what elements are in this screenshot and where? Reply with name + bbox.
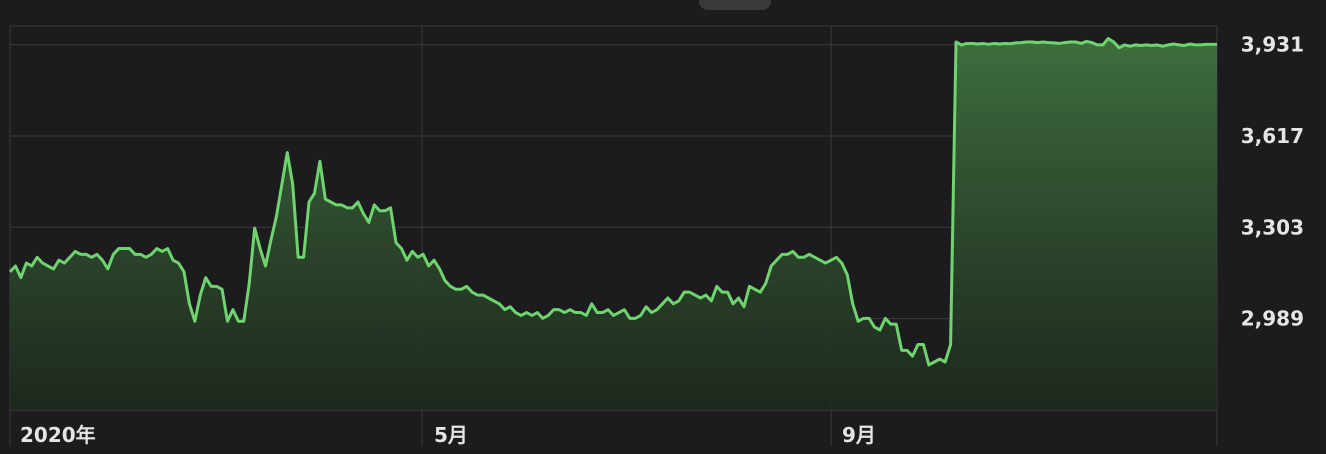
area-fill: [10, 38, 1217, 410]
y-tick-label: 3,931: [1241, 33, 1304, 57]
x-axis-labels: 2020年 5月 9月: [20, 423, 876, 447]
x-tick-label: 9月: [842, 423, 876, 447]
x-tick-label: 2020年: [20, 423, 96, 447]
y-tick-label: 3,303: [1241, 215, 1304, 239]
price-line: [8, 37, 1217, 367]
top-drag-handle[interactable]: [699, 0, 771, 10]
y-tick-label: 3,617: [1241, 124, 1304, 148]
y-tick-label: 2,989: [1241, 307, 1304, 331]
x-tick-label: 5月: [434, 423, 468, 447]
y-axis-labels: 3,931 3,617 3,303 2,989: [1241, 33, 1304, 331]
